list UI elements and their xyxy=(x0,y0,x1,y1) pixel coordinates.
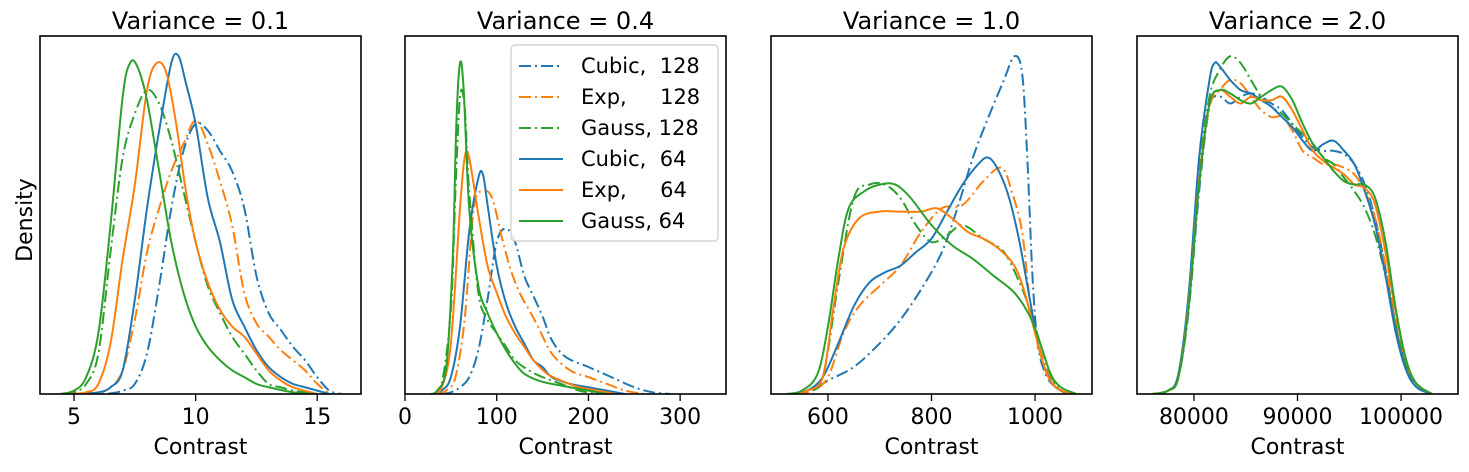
legend-entry-label: Cubic, 64 xyxy=(581,147,686,171)
panel-1: 5 10 15 Variance = 0.1 Contrast xyxy=(39,7,362,460)
x-tick-label: 600 xyxy=(807,405,849,430)
panel-title: Variance = 1.0 xyxy=(843,7,1020,35)
legend-entry-label: Cubic, 128 xyxy=(581,54,700,78)
x-tick-label: 0 xyxy=(398,405,412,430)
legend-entry-label: Exp, 128 xyxy=(581,85,700,109)
x-axis-label: Contrast xyxy=(153,435,247,460)
panel-frame xyxy=(404,35,727,395)
panel-series xyxy=(430,60,672,394)
panel-series xyxy=(786,54,1077,394)
x-tick-label: 100 xyxy=(476,405,518,430)
series-line-exp-128 xyxy=(73,119,331,394)
series-line-exp-128 xyxy=(436,189,644,394)
x-axis-label: Contrast xyxy=(884,435,978,460)
x-tick-label: 80000 xyxy=(1159,405,1229,430)
x-tick-label: 100000 xyxy=(1359,405,1443,430)
series-line-gauss-64 xyxy=(430,60,607,394)
x-tick-label: 15 xyxy=(303,405,331,430)
series-line-cubic-64 xyxy=(73,52,330,394)
x-axis-label: Contrast xyxy=(1250,435,1344,460)
legend-entry-label: Gauss, 64 xyxy=(581,209,685,233)
panel-title: Variance = 0.4 xyxy=(477,7,654,35)
legend-box xyxy=(510,44,719,242)
x-axis-label: Contrast xyxy=(518,435,612,460)
x-tick-label: 1000 xyxy=(1007,405,1063,430)
series-line-gauss-64 xyxy=(786,182,1077,394)
panel-title: Variance = 2.0 xyxy=(1209,7,1386,35)
panel-title: Variance = 0.1 xyxy=(112,7,289,35)
x-tick-label: 800 xyxy=(911,405,953,430)
series-line-cubic-128 xyxy=(86,121,342,394)
panel-3: 600 800 1000 Variance = 1.0 Contrast xyxy=(770,7,1093,460)
x-tick-label: 300 xyxy=(659,405,701,430)
panel-series xyxy=(59,52,342,394)
series-line-cubic-128 xyxy=(796,54,1072,394)
series-line-exp-64 xyxy=(431,149,617,394)
series-line-exp-64 xyxy=(791,207,1072,394)
series-line-cubic-128 xyxy=(441,227,672,394)
x-tick-label: 90000 xyxy=(1263,405,1333,430)
series-line-exp-64 xyxy=(69,61,318,394)
panel-frame xyxy=(39,35,362,395)
legend-entry-label: Gauss, 128 xyxy=(581,116,699,140)
panel-4: 80000 90000 100000 Variance = 2.0 Contrast xyxy=(1136,7,1459,460)
panel-2: 0 100 200 300 Variance = 0.4 Contrast xyxy=(398,7,727,460)
x-tick-label: 5 xyxy=(67,405,81,430)
panel-series xyxy=(1152,55,1433,394)
series-line-cubic-64 xyxy=(1152,61,1433,394)
series-line-gauss-64 xyxy=(59,59,318,394)
series-line-gauss-128 xyxy=(64,88,318,394)
x-tick-label: 200 xyxy=(567,405,609,430)
x-tick-label: 10 xyxy=(182,405,210,430)
panels: 5 10 15 Variance = 0.1 Contrast 0 100 200 300 Var… xyxy=(39,7,1459,460)
series-line-gauss-64 xyxy=(1152,85,1433,394)
y-axis-label: Density xyxy=(13,178,38,262)
legend: Cubic, 128 Exp, 128 Gauss, 128 Cubic, 64 Exp… xyxy=(510,44,719,242)
legend-entry-label: Exp, 64 xyxy=(581,178,687,202)
